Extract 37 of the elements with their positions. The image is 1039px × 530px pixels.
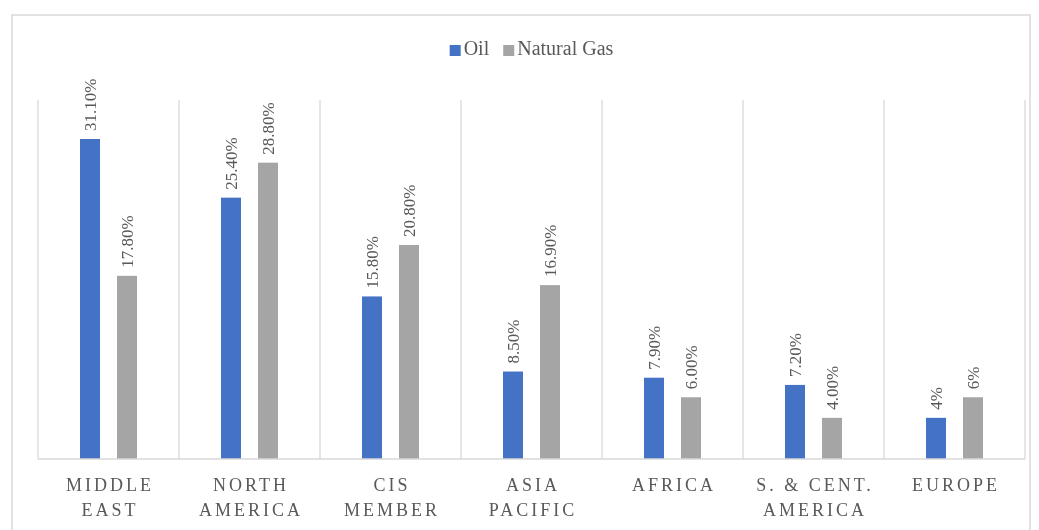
data-label: 28.80% <box>259 102 278 155</box>
legend-label: Oil <box>463 37 490 59</box>
bar <box>362 296 382 459</box>
x-tick-label: AFRICA <box>631 475 717 495</box>
data-label: 17.80% <box>118 215 137 268</box>
data-label: 4% <box>927 387 946 410</box>
bar <box>221 197 241 459</box>
bar <box>963 397 983 459</box>
data-label: 25.40% <box>222 137 241 190</box>
x-tick-label: CIS MEMBER <box>343 475 441 520</box>
bar <box>926 417 946 459</box>
data-label: 8.50% <box>504 319 523 364</box>
data-label: 6% <box>964 366 983 390</box>
data-label: 6.00% <box>682 345 701 390</box>
bar <box>399 244 419 459</box>
bar <box>258 162 278 459</box>
data-label: 15.80% <box>363 236 382 289</box>
bar <box>644 377 664 459</box>
data-label: 7.20% <box>786 332 805 377</box>
data-label: 31.10% <box>81 78 100 131</box>
bar <box>80 139 100 459</box>
x-tick-label: MIDDLE EAST <box>66 475 154 520</box>
x-tick-label: S. & CENT. AMERICA <box>756 475 874 520</box>
data-label: 20.80% <box>400 184 419 237</box>
bar <box>503 371 523 459</box>
x-tick-label: ASIA PACIFIC <box>488 475 578 520</box>
bar <box>681 397 701 459</box>
data-label: 16.90% <box>541 224 560 278</box>
x-tick-label: NORTH AMERICA <box>198 475 304 520</box>
bar <box>822 417 842 459</box>
x-tick-label: EUROPE <box>911 475 1001 495</box>
bar <box>117 275 137 459</box>
bar <box>785 384 805 459</box>
data-label: 7.90% <box>645 325 664 370</box>
legend-label: Natural Gas <box>517 37 614 59</box>
bar <box>540 285 560 459</box>
data-label: 4.00% <box>823 365 842 410</box>
